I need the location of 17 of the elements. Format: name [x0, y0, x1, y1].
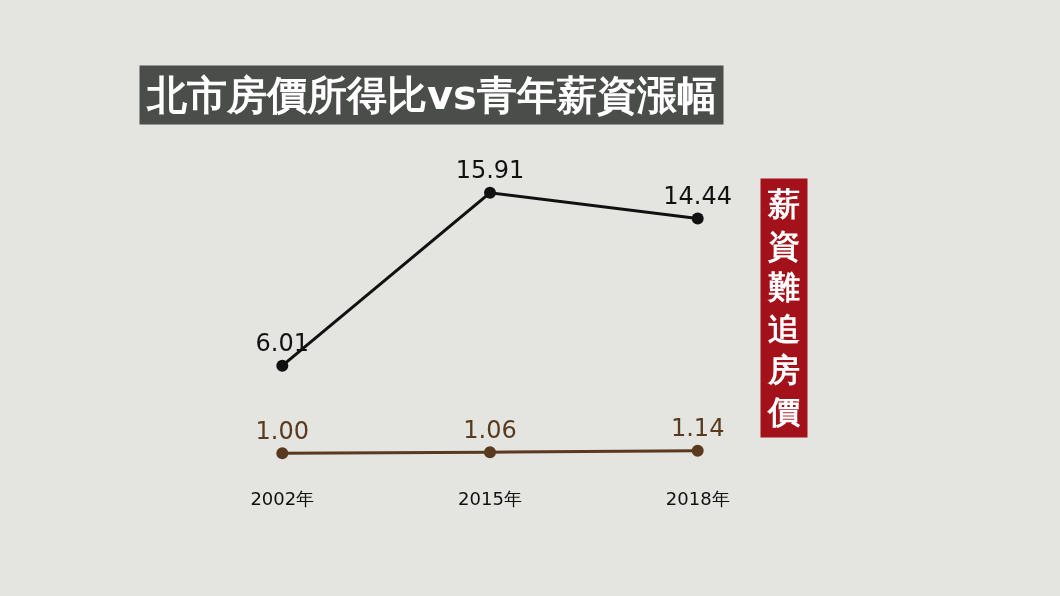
- x-tick-label: 2015年: [458, 488, 522, 509]
- point: [276, 359, 289, 372]
- x-tick-label: 2002年: [250, 488, 315, 509]
- x-tick-label: 2018年: [665, 488, 730, 509]
- point: [691, 444, 704, 457]
- data-label: 1.14: [670, 414, 725, 443]
- point: [484, 446, 496, 459]
- chart-title: 北市房價所得比vs青年薪資漲幅: [146, 72, 717, 118]
- data-label: 1.00: [255, 416, 310, 445]
- data-label: 15.91: [455, 156, 525, 185]
- data-label: 14.44: [663, 181, 733, 210]
- data-label: 1.06: [463, 415, 517, 444]
- point: [691, 212, 704, 225]
- point: [484, 186, 496, 199]
- annotation: 薪資難追房價: [767, 185, 801, 431]
- point: [276, 447, 289, 460]
- data-label: 6.01: [255, 329, 310, 358]
